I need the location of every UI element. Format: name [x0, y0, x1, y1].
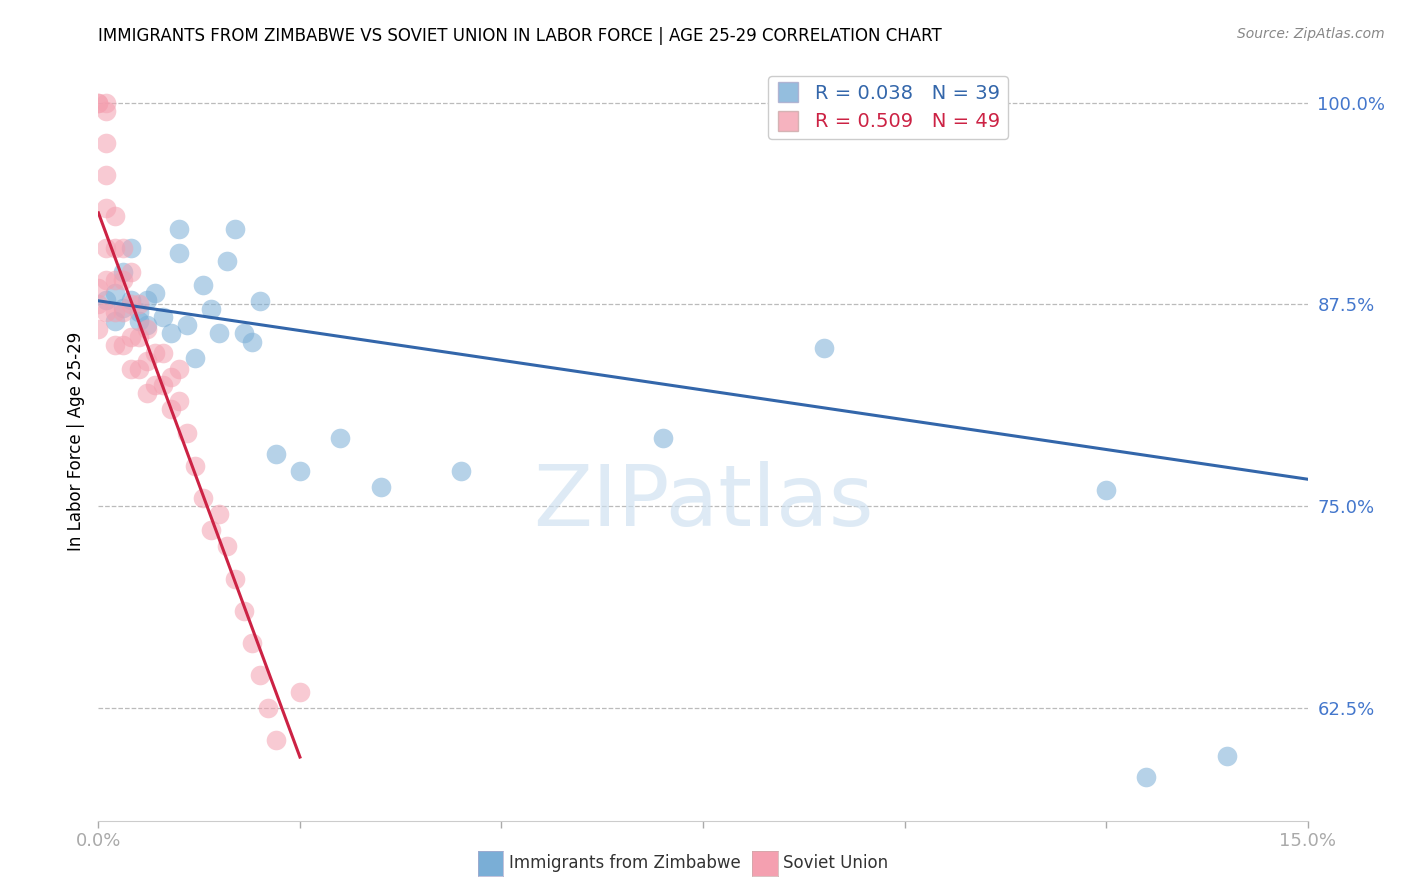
Point — [103, 286, 125, 301]
Point — [135, 318, 157, 333]
Point — [87, 95, 110, 110]
Point — [111, 301, 134, 315]
Point — [87, 95, 110, 110]
Point — [160, 370, 183, 384]
Point — [152, 310, 174, 325]
Point — [167, 394, 190, 409]
Point — [143, 378, 166, 392]
Point — [111, 305, 134, 319]
Point — [160, 402, 183, 417]
Text: Immigrants from Zimbabwe: Immigrants from Zimbabwe — [509, 855, 741, 872]
Point — [120, 293, 142, 307]
Point — [120, 297, 142, 311]
Point — [370, 480, 392, 494]
Point — [651, 431, 673, 445]
Point — [135, 321, 157, 335]
Point — [893, 95, 915, 110]
Point — [240, 636, 263, 650]
Point — [167, 362, 190, 376]
Point — [120, 265, 142, 279]
Point — [288, 464, 311, 478]
Point — [934, 95, 956, 110]
Point — [96, 169, 118, 183]
Point — [813, 341, 835, 355]
Point — [240, 334, 263, 349]
Point — [264, 447, 287, 461]
Point — [176, 426, 198, 441]
Text: ZIPatlas: ZIPatlas — [533, 460, 873, 544]
Point — [103, 305, 125, 319]
Point — [217, 540, 239, 554]
Point — [329, 431, 352, 445]
Point — [120, 241, 142, 255]
Point — [128, 313, 150, 327]
Text: Source: ZipAtlas.com: Source: ZipAtlas.com — [1237, 27, 1385, 41]
Point — [120, 362, 142, 376]
Point — [143, 286, 166, 301]
Point — [135, 354, 157, 368]
Point — [232, 604, 254, 618]
Point — [96, 95, 118, 110]
Point — [208, 507, 231, 521]
Point — [87, 297, 110, 311]
Point — [87, 281, 110, 295]
Point — [120, 329, 142, 343]
Point — [200, 523, 222, 537]
Point — [152, 378, 174, 392]
Point — [103, 337, 125, 351]
Point — [103, 313, 125, 327]
Y-axis label: In Labor Force | Age 25-29: In Labor Force | Age 25-29 — [66, 332, 84, 551]
Point — [256, 700, 278, 714]
Point — [96, 201, 118, 215]
Point — [193, 491, 215, 505]
Point — [96, 241, 118, 255]
Point — [224, 221, 246, 235]
Point — [111, 273, 134, 287]
Point — [160, 326, 183, 341]
Point — [249, 668, 271, 682]
Point — [184, 458, 207, 473]
Point — [249, 294, 271, 309]
Point — [152, 346, 174, 360]
Point — [103, 209, 125, 223]
Point — [135, 386, 157, 401]
Point — [167, 245, 190, 260]
Point — [96, 103, 118, 118]
Point — [264, 733, 287, 747]
Point — [96, 273, 118, 287]
Text: Soviet Union: Soviet Union — [783, 855, 889, 872]
Point — [200, 302, 222, 317]
Point — [1216, 749, 1239, 764]
Point — [167, 221, 190, 235]
Point — [288, 684, 311, 698]
Point — [96, 293, 118, 307]
Legend: R = 0.038   N = 39, R = 0.509   N = 49: R = 0.038 N = 39, R = 0.509 N = 49 — [768, 76, 1008, 139]
Point — [128, 362, 150, 376]
Point — [143, 346, 166, 360]
Point — [974, 95, 997, 110]
Point — [96, 305, 118, 319]
Point — [208, 326, 231, 341]
Point — [450, 464, 472, 478]
Point — [232, 326, 254, 341]
Point — [111, 265, 134, 279]
Point — [128, 305, 150, 319]
Point — [87, 321, 110, 335]
Point — [1095, 483, 1118, 497]
Text: IMMIGRANTS FROM ZIMBABWE VS SOVIET UNION IN LABOR FORCE | AGE 25-29 CORRELATION : IMMIGRANTS FROM ZIMBABWE VS SOVIET UNION… — [98, 27, 942, 45]
Point — [1135, 770, 1157, 784]
Point — [176, 318, 198, 333]
Point — [96, 136, 118, 150]
Point — [217, 253, 239, 268]
Point — [111, 337, 134, 351]
Point — [111, 241, 134, 255]
Point — [193, 278, 215, 293]
Point — [103, 241, 125, 255]
Point — [128, 329, 150, 343]
Point — [184, 351, 207, 365]
Point — [128, 297, 150, 311]
Point — [135, 293, 157, 307]
Point — [103, 273, 125, 287]
Point — [224, 572, 246, 586]
